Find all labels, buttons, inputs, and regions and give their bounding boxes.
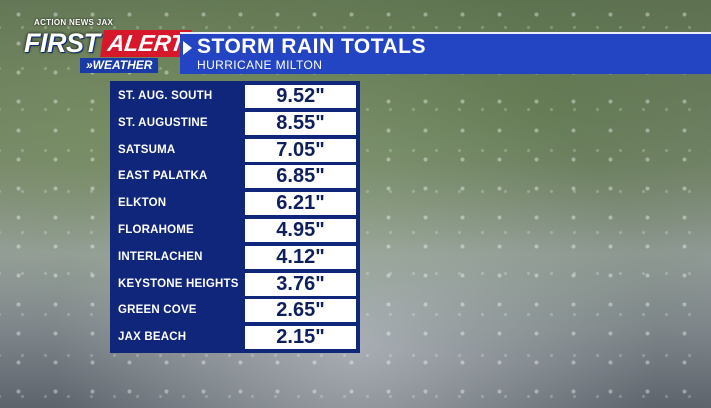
logo-first: FIRST bbox=[24, 28, 100, 58]
logo-network: ACTION NEWS JAX bbox=[34, 18, 114, 27]
location-label: ST. AUGUSTINE bbox=[118, 116, 208, 129]
rain-total-value: 2.15" bbox=[245, 326, 356, 350]
table-row: INTERLACHEN 4.12" bbox=[110, 244, 360, 271]
table-row: ST. AUGUSTINE 8.55" bbox=[110, 110, 360, 137]
location-label: JAX BEACH bbox=[118, 331, 187, 344]
logo-weather: »WEATHER bbox=[80, 58, 159, 73]
rain-total-value: 6.85" bbox=[245, 165, 356, 189]
location-label: INTERLACHEN bbox=[118, 250, 203, 263]
table-row: JAX BEACH 2.15" bbox=[110, 324, 360, 351]
location-label: GREEN COVE bbox=[118, 304, 197, 317]
location-label: FLORAHOME bbox=[118, 223, 194, 236]
location-label: ELKTON bbox=[118, 197, 167, 210]
table-row: KEYSTONE HEIGHTS 3.76" bbox=[110, 271, 360, 298]
table-row: FLORAHOME 4.95" bbox=[110, 217, 360, 244]
graphic-title: STORM RAIN TOTALS bbox=[197, 35, 426, 58]
table-row: GREEN COVE 2.65" bbox=[110, 297, 360, 324]
location-label: EAST PALATKA bbox=[118, 170, 208, 183]
rain-total-value: 9.52" bbox=[245, 85, 356, 108]
rain-total-value: 7.05" bbox=[245, 138, 356, 162]
table-row: ELKTON 6.21" bbox=[110, 190, 360, 217]
table-row: SATSUMA 7.05" bbox=[110, 137, 360, 164]
rain-total-value: 2.65" bbox=[245, 299, 356, 323]
rain-totals-table: ST. AUG. SOUTH 9.52" ST. AUGUSTINE 8.55"… bbox=[110, 81, 360, 353]
graphic-subtitle: HURRICANE MILTON bbox=[197, 58, 323, 72]
location-label: ST. AUG. SOUTH bbox=[118, 90, 213, 102]
table-row: EAST PALATKA 6.85" bbox=[110, 163, 360, 190]
chevron-right-icon bbox=[183, 41, 192, 55]
rain-total-value: 4.95" bbox=[245, 218, 356, 242]
logo-alert: ALERT bbox=[100, 30, 193, 57]
first-alert-weather-logo: ACTION NEWS JAX FIRST ALERT »WEATHER bbox=[24, 18, 193, 74]
location-label: SATSUMA bbox=[118, 143, 176, 156]
rain-total-value: 8.55" bbox=[245, 111, 356, 135]
rain-total-value: 6.21" bbox=[245, 192, 356, 216]
location-label: KEYSTONE HEIGHTS bbox=[118, 277, 239, 290]
table-row: ST. AUG. SOUTH 9.52" bbox=[110, 83, 360, 110]
graphic-header: STORM RAIN TOTALS HURRICANE MILTON bbox=[180, 32, 711, 74]
rain-total-value: 4.12" bbox=[245, 245, 356, 269]
rain-total-value: 3.76" bbox=[245, 272, 356, 296]
